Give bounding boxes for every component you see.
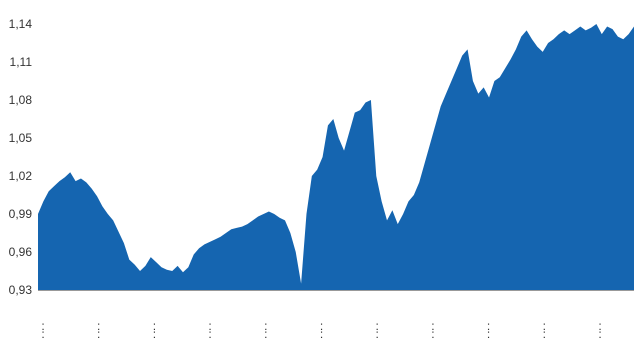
y-tick-label: 0,99 [9,207,33,221]
y-tick-label: 1,11 [10,55,33,69]
x-tick-label: :: [320,319,323,338]
y-tick-label: 1,08 [9,93,33,107]
series-area [38,24,634,290]
y-tick-label: 1,14 [9,17,33,31]
x-tick-label: :: [41,319,44,338]
x-tick-label: :: [97,319,100,338]
plot-area [38,24,634,290]
x-tick-label: :: [264,319,267,338]
y-tick-label: 0,93 [9,283,33,297]
y-tick-label: 0,96 [9,245,33,259]
x-tick-label: :: [153,319,156,338]
x-tick-label: :: [598,319,601,338]
x-tick-label: :: [376,319,379,338]
y-axis: 1,14 1,11 1,08 1,05 1,02 0,99 0,96 0,93 [9,17,33,297]
y-tick-label: 1,05 [9,131,33,145]
x-tick-label: :: [208,319,211,338]
y-tick-label: 1,02 [9,169,33,183]
x-tick-label: :: [487,319,490,338]
x-tick-label: :: [543,319,546,338]
x-axis: :::::::::::::::::::::: [38,290,634,338]
x-tick-label: :: [431,319,434,338]
